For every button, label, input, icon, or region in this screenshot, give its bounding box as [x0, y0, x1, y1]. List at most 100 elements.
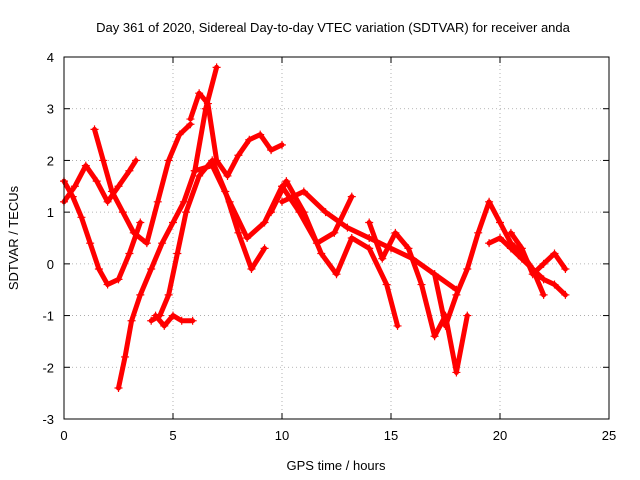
data-point: [212, 63, 221, 72]
data-point: [282, 177, 291, 186]
y-tick-label: 0: [47, 257, 54, 272]
data-point: [175, 130, 184, 139]
y-tick-label: -2: [42, 360, 54, 375]
data-point: [160, 321, 169, 330]
series-line: [508, 230, 568, 277]
data-point: [103, 280, 112, 289]
data-point: [188, 316, 197, 325]
data-point: [365, 234, 374, 242]
data-point: [267, 208, 276, 217]
data-point: [70, 182, 79, 191]
data-point: [332, 270, 341, 279]
x-tick-label: 5: [169, 428, 176, 443]
data-point: [417, 280, 426, 289]
data-point: [118, 208, 127, 217]
data-point: [86, 239, 95, 248]
data-point: [164, 156, 173, 165]
data-point: [365, 218, 374, 227]
series-sat-e: [186, 89, 286, 180]
data-point: [190, 166, 199, 175]
data-point: [561, 265, 570, 274]
data-point: [365, 244, 374, 253]
data-point: [528, 270, 537, 279]
data-point: [245, 135, 254, 144]
data-point: [267, 146, 276, 155]
data-point: [561, 290, 570, 299]
y-axis-label: SDTVAR / TECUs: [6, 185, 21, 290]
data-point: [223, 171, 232, 180]
data-point: [81, 161, 90, 170]
data-point: [92, 177, 101, 186]
x-tick-label: 25: [602, 428, 616, 443]
data-point: [539, 275, 548, 284]
data-point: [496, 218, 504, 227]
series-sat-c: [90, 120, 195, 248]
data-point: [506, 228, 515, 237]
y-tick-label: -1: [42, 309, 54, 324]
series-line: [187, 90, 285, 179]
data-point: [463, 265, 472, 274]
data-point: [330, 228, 339, 237]
data-point: [452, 290, 461, 299]
data-point: [103, 197, 112, 206]
series-line: [61, 157, 139, 205]
data-point: [173, 249, 182, 258]
data-point: [539, 290, 548, 299]
data-point: [147, 316, 156, 325]
data-point: [517, 244, 526, 253]
data-point: [131, 156, 140, 165]
x-tick-label: 20: [493, 428, 507, 443]
data-point: [107, 187, 116, 196]
x-tick-label: 0: [60, 428, 67, 443]
data-point: [430, 332, 439, 341]
data-point: [474, 228, 483, 237]
x-tick-label: 10: [275, 428, 289, 443]
data-point: [260, 244, 269, 253]
data-point: [317, 249, 326, 258]
data-point: [441, 321, 450, 330]
data-point: [247, 265, 256, 274]
data-point: [182, 208, 191, 217]
y-tick-label: -3: [42, 412, 54, 427]
data-point: [208, 161, 217, 170]
data-point: [114, 275, 123, 284]
data-point: [121, 352, 130, 361]
data-point: [177, 316, 186, 325]
data-point: [496, 234, 504, 242]
data-point: [90, 125, 99, 134]
series-sat-k: [365, 218, 472, 377]
data-point: [485, 239, 494, 248]
x-tick-label: 15: [384, 428, 398, 443]
series-line: [92, 121, 193, 246]
data-point: [506, 244, 515, 253]
chart-title: Day 361 of 2020, Sidereal Day-to-day VTE…: [96, 20, 571, 35]
data-point: [243, 234, 252, 242]
data-point: [234, 228, 243, 237]
data-point: [539, 259, 548, 268]
data-point: [463, 311, 472, 320]
data-point: [234, 151, 243, 160]
data-point: [147, 265, 156, 274]
series-sat-d: [114, 63, 221, 392]
data-point: [186, 115, 195, 124]
data-point: [347, 234, 356, 242]
data-point: [158, 239, 167, 248]
data-point: [195, 171, 204, 180]
data-point: [347, 192, 356, 201]
data-point: [550, 280, 559, 289]
data-point: [114, 182, 123, 191]
data-point: [142, 239, 151, 248]
data-point: [68, 192, 77, 201]
data-point: [550, 249, 559, 258]
data-point: [452, 368, 461, 377]
data-point: [169, 218, 177, 227]
data-point: [99, 156, 108, 165]
series-sat-g: [151, 311, 197, 330]
series-sat-i: [267, 177, 402, 330]
series-sat-a: [60, 156, 140, 206]
data-point: [114, 383, 123, 392]
data-point: [225, 197, 234, 206]
data-point: [125, 166, 134, 175]
series-sat-n: [506, 228, 570, 279]
